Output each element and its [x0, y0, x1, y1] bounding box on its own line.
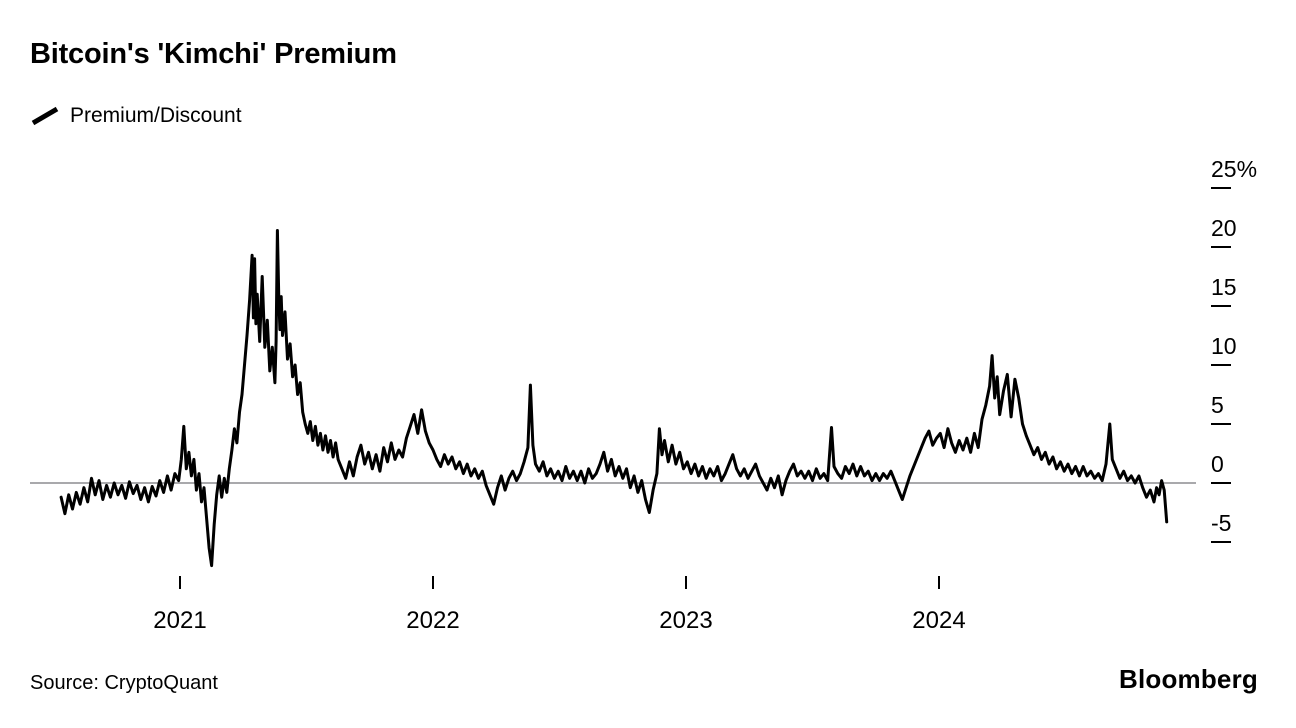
y-axis-label: 0 [1211, 451, 1224, 477]
bloomberg-logo: Bloomberg [1118, 664, 1258, 694]
legend-swatch-stroke [31, 106, 59, 126]
y-axis-label: 20 [1211, 215, 1237, 241]
y-axis-label: -5 [1211, 510, 1231, 536]
legend: Premium/Discount [30, 104, 242, 128]
premium-discount-series-path [59, 229, 1169, 568]
x-axis-label: 2024 [912, 607, 965, 634]
chart-title: Bitcoin's 'Kimchi' Premium [30, 38, 397, 70]
x-axis-label: 2022 [406, 607, 459, 634]
legend-line-swatch-icon [31, 106, 59, 126]
source-note: Source: CryptoQuant [30, 672, 218, 694]
x-axis-label: 2023 [659, 607, 712, 634]
y-axis-label: 10 [1211, 333, 1237, 359]
y-axis-label: 5 [1211, 392, 1224, 418]
x-axis-label: 2021 [153, 607, 206, 634]
legend-label: Premium/Discount [70, 104, 242, 127]
y-axis-label: 25% [1211, 156, 1257, 182]
y-axis-label: 15 [1211, 274, 1237, 300]
